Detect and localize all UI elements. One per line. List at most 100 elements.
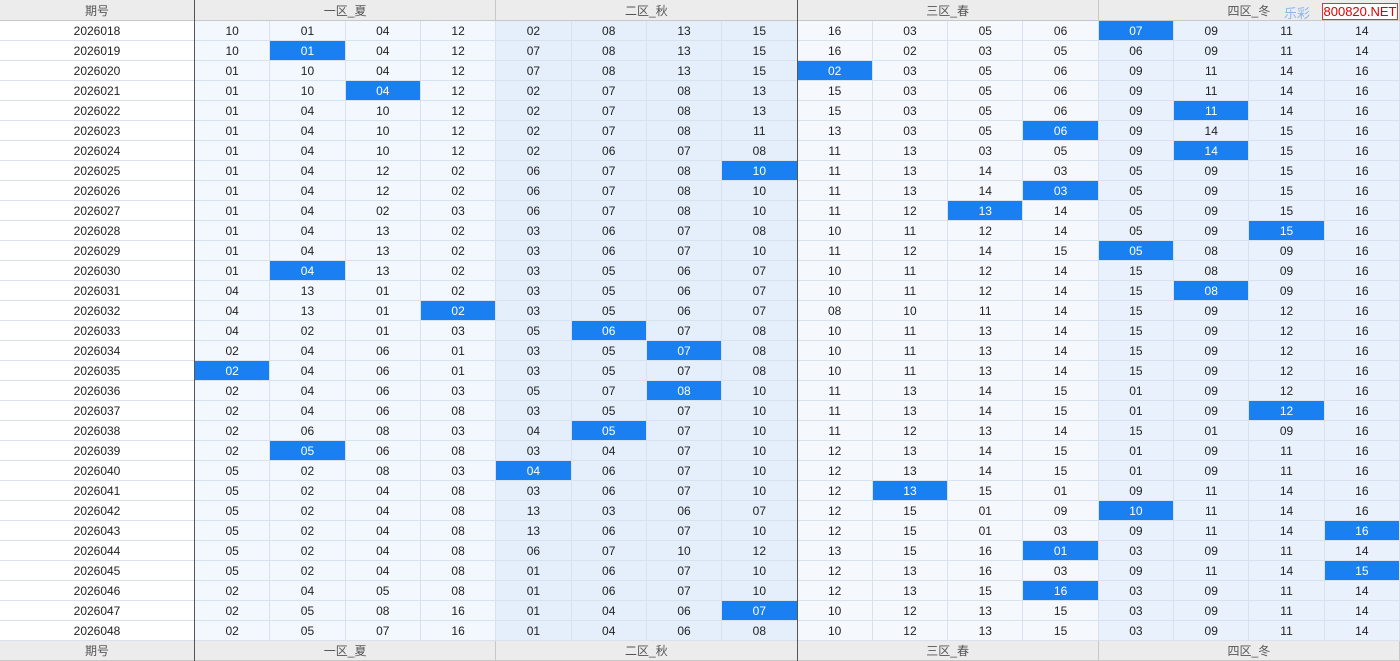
number: 12 xyxy=(948,281,1024,301)
number: 05 xyxy=(571,401,647,421)
number: 09 xyxy=(1174,21,1250,41)
number: 03 xyxy=(420,461,497,481)
number: 08 xyxy=(1174,241,1250,261)
number: 15 xyxy=(1098,261,1175,281)
number: 13 xyxy=(270,301,346,321)
number: 12 xyxy=(420,61,497,81)
number: 05 xyxy=(345,581,421,601)
number: 08 xyxy=(722,141,798,161)
number: 06 xyxy=(646,281,723,301)
number: 09 xyxy=(1174,41,1250,61)
number: 13 xyxy=(872,141,949,161)
number: 11 xyxy=(1249,441,1325,461)
number: 10 xyxy=(797,621,873,641)
number: 04 xyxy=(345,521,421,541)
number: 10 xyxy=(722,401,798,421)
number: 02 xyxy=(270,541,346,561)
number: 09 xyxy=(1249,421,1325,441)
number: 02 xyxy=(496,121,572,141)
number: 12 xyxy=(797,441,873,461)
number: 05 xyxy=(270,621,346,641)
number: 14 xyxy=(948,181,1024,201)
highlighted-number: 03 xyxy=(1023,181,1099,201)
number: 13 xyxy=(872,401,949,421)
number: 01 xyxy=(195,121,271,141)
number: 04 xyxy=(496,421,572,441)
number: 11 xyxy=(1249,461,1325,481)
number: 14 xyxy=(1023,261,1099,281)
number: 14 xyxy=(1174,121,1250,141)
highlighted-number: 16 xyxy=(1023,581,1099,601)
number: 01 xyxy=(195,81,271,101)
number: 05 xyxy=(571,361,647,381)
number: 10 xyxy=(872,301,949,321)
number: 16 xyxy=(1324,101,1400,121)
number: 07 xyxy=(496,61,572,81)
number: 09 xyxy=(1174,381,1250,401)
number: 09 xyxy=(1174,541,1250,561)
number: 10 xyxy=(797,361,873,381)
number: 03 xyxy=(872,121,949,141)
number: 09 xyxy=(1249,281,1325,301)
number: 02 xyxy=(195,421,271,441)
period: 2026030 xyxy=(0,261,195,281)
number: 08 xyxy=(646,201,723,221)
highlighted-number: 01 xyxy=(270,41,346,61)
number: 08 xyxy=(722,361,798,381)
number: 14 xyxy=(1249,101,1325,121)
number: 16 xyxy=(1324,61,1400,81)
number: 07 xyxy=(646,221,723,241)
number: 01 xyxy=(496,581,572,601)
number: 09 xyxy=(1249,261,1325,281)
number: 12 xyxy=(1249,361,1325,381)
number: 14 xyxy=(1023,201,1099,221)
number: 03 xyxy=(1023,521,1099,541)
number: 08 xyxy=(571,61,647,81)
number: 13 xyxy=(872,441,949,461)
number: 11 xyxy=(872,361,949,381)
number: 06 xyxy=(496,161,572,181)
number: 08 xyxy=(646,161,723,181)
number: 01 xyxy=(420,341,497,361)
number: 04 xyxy=(345,61,421,81)
number: 07 xyxy=(646,141,723,161)
number: 13 xyxy=(646,41,723,61)
number: 10 xyxy=(722,421,798,441)
number: 12 xyxy=(420,101,497,121)
number: 01 xyxy=(195,101,271,121)
number: 03 xyxy=(872,81,949,101)
number: 03 xyxy=(496,481,572,501)
number: 16 xyxy=(1324,161,1400,181)
highlighted-number: 04 xyxy=(345,81,421,101)
highlighted-number: 07 xyxy=(1098,21,1175,41)
number: 12 xyxy=(948,221,1024,241)
number: 16 xyxy=(1324,281,1400,301)
number: 08 xyxy=(345,421,421,441)
number: 13 xyxy=(345,261,421,281)
number: 09 xyxy=(1098,121,1175,141)
number: 16 xyxy=(797,21,873,41)
number: 09 xyxy=(1023,501,1099,521)
number: 13 xyxy=(646,61,723,81)
number: 14 xyxy=(1249,561,1325,581)
number: 03 xyxy=(948,41,1024,61)
number: 02 xyxy=(195,381,271,401)
highlighted-number: 14 xyxy=(1174,141,1250,161)
number: 05 xyxy=(948,101,1024,121)
number: 11 xyxy=(1249,41,1325,61)
period: 2026029 xyxy=(0,241,195,261)
number: 16 xyxy=(1324,361,1400,381)
number: 13 xyxy=(948,621,1024,641)
number: 11 xyxy=(797,161,873,181)
footer-cell: 四区_冬 xyxy=(1098,641,1400,661)
period: 2026034 xyxy=(0,341,195,361)
number: 12 xyxy=(1249,301,1325,321)
number: 16 xyxy=(1324,461,1400,481)
number: 01 xyxy=(496,601,572,621)
number: 14 xyxy=(1023,221,1099,241)
footer-cell: 三区_春 xyxy=(797,641,1099,661)
number: 15 xyxy=(797,81,873,101)
number: 05 xyxy=(496,381,572,401)
number: 05 xyxy=(948,21,1024,41)
number: 10 xyxy=(345,121,421,141)
